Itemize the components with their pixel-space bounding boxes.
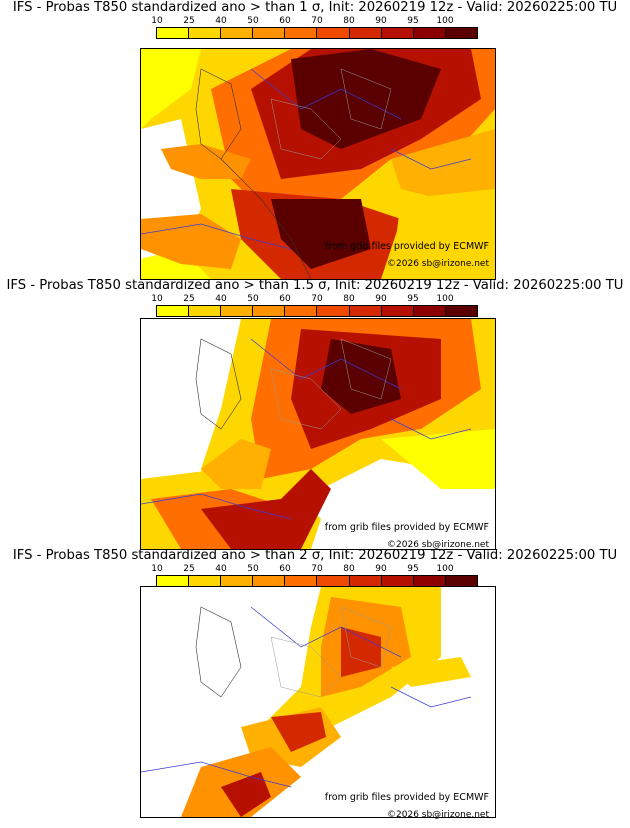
colorbar-swatch <box>285 576 318 586</box>
colorbar-swatch <box>157 28 190 38</box>
colorbar-swatch <box>349 576 382 586</box>
colorbar-swatch <box>349 306 382 316</box>
colorbar-tick-label: 70 <box>311 16 323 26</box>
colorbar-swatch <box>221 576 254 586</box>
colorbar-swatch <box>157 306 190 316</box>
colorbar-tick-label: 70 <box>311 294 323 304</box>
colorbar-tick-label: 50 <box>247 564 259 574</box>
copyright-credit: ©2026 sb@irizone.net <box>387 810 489 820</box>
colorbar-tick-label: 25 <box>183 16 195 26</box>
copyright-credit: ©2026 sb@irizone.net <box>387 540 489 550</box>
colorbar-swatch <box>381 28 414 38</box>
colorbar-tick-label: 70 <box>311 564 323 574</box>
colorbar-tick-label: 95 <box>407 294 419 304</box>
colorbar-tick-label: 80 <box>343 564 355 574</box>
source-credit: from grib files provided by ECMWF <box>324 792 489 803</box>
colorbar-tick-label: 80 <box>343 294 355 304</box>
colorbar-tick-label: 90 <box>375 16 387 26</box>
colorbar-tick-label: 60 <box>279 294 291 304</box>
colorbar-swatch <box>285 28 318 38</box>
colorbar-swatch <box>445 306 477 316</box>
colorbar-tick-label: 40 <box>215 294 227 304</box>
colorbar-tick-label: 95 <box>407 564 419 574</box>
colorbar-tick-label: 100 <box>436 16 454 26</box>
probability-map <box>140 586 496 818</box>
panel-title: IFS - Probas T850 standardized ano > tha… <box>12 0 618 15</box>
colorbar-tick-label: 10 <box>151 564 163 574</box>
copyright-credit: ©2026 sb@irizone.net <box>387 259 489 269</box>
colorbar-swatch <box>189 576 222 586</box>
colorbar-tick-label: 50 <box>247 294 259 304</box>
map-panel-3: IFS - Probas T850 standardized ano > tha… <box>0 548 630 820</box>
colorbar-swatch <box>221 28 254 38</box>
source-credit: from grib files provided by ECMWF <box>324 522 489 533</box>
colorbar-swatch <box>349 28 382 38</box>
colorbar-swatch <box>157 576 190 586</box>
map-panel-2: IFS - Probas T850 standardized ano > tha… <box>0 278 630 550</box>
colorbar-swatch <box>253 306 286 316</box>
probability-map <box>140 48 496 280</box>
colorbar-tick-label: 50 <box>247 16 259 26</box>
colorbar-tick-label: 95 <box>407 16 419 26</box>
colorbar-swatch <box>381 576 414 586</box>
colorbar-swatch <box>317 306 350 316</box>
colorbar-tick-label: 80 <box>343 16 355 26</box>
colorbar: 10 25 40 50 60 70 80 90 95 100 <box>151 294 478 320</box>
colorbar-tick-label: 40 <box>215 564 227 574</box>
colorbar-swatch <box>221 306 254 316</box>
colorbar-swatch <box>413 306 446 316</box>
colorbar-swatch <box>253 28 286 38</box>
colorbar-ticks: 10 25 40 50 60 70 80 90 95 100 <box>151 294 478 305</box>
colorbar-tick-label: 60 <box>279 16 291 26</box>
colorbar-tick-label: 25 <box>183 294 195 304</box>
colorbar-swatches <box>156 27 478 39</box>
colorbar-tick-label: 10 <box>151 16 163 26</box>
colorbar-swatch <box>445 28 477 38</box>
colorbar-swatch <box>317 28 350 38</box>
colorbar-ticks: 10 25 40 50 60 70 80 90 95 100 <box>151 16 478 27</box>
colorbar-swatch <box>413 28 446 38</box>
panel-title: IFS - Probas T850 standardized ano > tha… <box>12 548 618 563</box>
colorbar-swatch <box>317 576 350 586</box>
colorbar-swatch <box>189 306 222 316</box>
colorbar-swatch <box>445 576 477 586</box>
panel-title: IFS - Probas T850 standardized ano > tha… <box>6 278 624 293</box>
colorbar-swatches <box>156 305 478 317</box>
source-credit: from grib files provided by ECMWF <box>324 241 489 252</box>
colorbar-tick-label: 90 <box>375 564 387 574</box>
map-panel-1: IFS - Probas T850 standardized ano > tha… <box>0 0 630 280</box>
colorbar-tick-label: 100 <box>436 564 454 574</box>
colorbar-swatch <box>253 576 286 586</box>
colorbar-swatch <box>413 576 446 586</box>
colorbar-tick-label: 40 <box>215 16 227 26</box>
colorbar-swatch <box>285 306 318 316</box>
map-field <box>141 319 495 549</box>
colorbar-swatch <box>189 28 222 38</box>
colorbar-tick-label: 100 <box>436 294 454 304</box>
colorbar: 10 25 40 50 60 70 80 90 95 100 <box>151 16 478 42</box>
colorbar-ticks: 10 25 40 50 60 70 80 90 95 100 <box>151 564 478 575</box>
map-field <box>141 49 495 279</box>
colorbar-tick-label: 25 <box>183 564 195 574</box>
colorbar-swatch <box>381 306 414 316</box>
map-field <box>141 587 495 817</box>
colorbar-tick-label: 90 <box>375 294 387 304</box>
colorbar-tick-label: 10 <box>151 294 163 304</box>
colorbar-tick-label: 60 <box>279 564 291 574</box>
probability-map <box>140 318 496 550</box>
